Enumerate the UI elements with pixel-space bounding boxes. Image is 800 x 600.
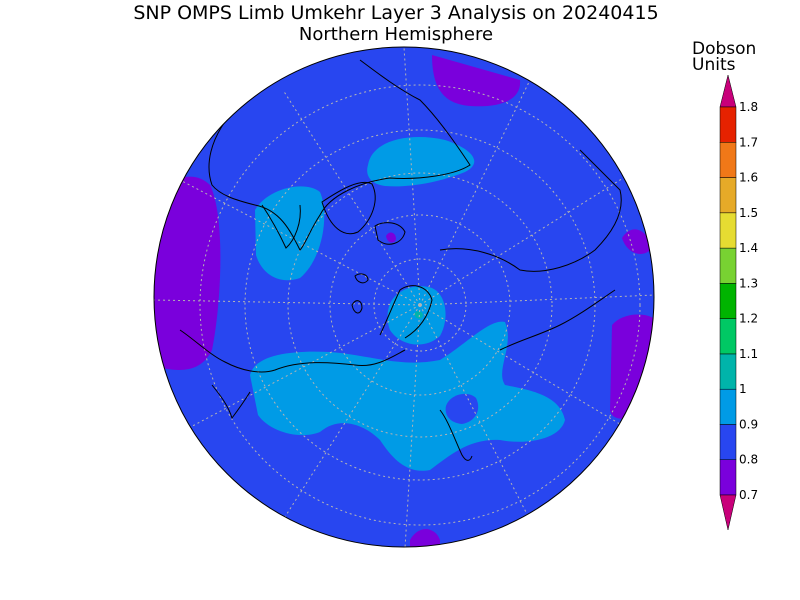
meridian-270 xyxy=(419,294,654,306)
colorbar-tick-label: 1.4 xyxy=(739,241,758,255)
meridian-240 xyxy=(419,304,631,431)
title-block: SNP OMPS Limb Umkehr Layer 3 Analysis on… xyxy=(0,2,800,46)
colorbar-under-triangle xyxy=(719,494,737,531)
units-label-line-1: Dobson xyxy=(692,39,757,59)
high-ozone-region-south xyxy=(250,321,565,471)
colorbar-tick-label: 1.6 xyxy=(739,171,758,185)
colorbar-cell xyxy=(719,247,737,284)
high-ozone-region-greenland xyxy=(255,186,325,281)
latitude-circle-40 xyxy=(199,84,641,526)
colorbar-tick-label: 0.9 xyxy=(739,417,758,431)
low-ozone-region-east-small xyxy=(622,229,652,254)
latitude-circle-60 xyxy=(287,172,553,438)
colorbar-tick-label: 1.1 xyxy=(739,347,758,361)
coastline-greenland xyxy=(321,182,376,234)
colorbar: 0.7 0.8 0.9 1 1.1 1.2 1.3 1.4 1.5 1.6 1.7 1.8 xyxy=(719,74,758,531)
colorbar-tick-label: 0.7 xyxy=(739,488,758,502)
coastline-alaska xyxy=(211,384,251,420)
latitude-circle-70 xyxy=(329,214,511,396)
map-disk xyxy=(153,46,655,548)
low-ozone-region-west xyxy=(154,176,221,370)
colorbar-cell xyxy=(719,283,737,319)
meridian-330 xyxy=(419,79,531,306)
meridian-210 xyxy=(419,304,531,521)
mid-ozone-hole-south xyxy=(445,393,479,424)
colorbar-cell xyxy=(719,177,737,214)
colorbar-units-label: Dobson Units xyxy=(692,39,782,75)
colorbar-cell xyxy=(719,353,737,390)
colorbar-cells xyxy=(719,106,737,496)
colorbar-cell xyxy=(719,318,737,355)
coastline-british-isles xyxy=(351,300,363,314)
units-label-line-2: Units xyxy=(692,55,736,75)
meridian-300 xyxy=(419,174,629,306)
coastline-asia xyxy=(439,149,622,272)
colorbar-cell xyxy=(719,142,737,178)
colorbar-tick-label: 0.8 xyxy=(739,453,758,467)
map-outline xyxy=(153,46,655,548)
colorbar-over-triangle xyxy=(719,74,737,108)
coastline-east-asia xyxy=(499,289,616,351)
elevated-ozone-spot-pole xyxy=(414,311,423,319)
meridian-120 xyxy=(184,304,421,431)
colorbar-tick-label: 1.8 xyxy=(739,100,758,114)
coastline-scandinavia xyxy=(379,285,433,339)
colorbar-cell xyxy=(719,459,737,496)
graticule xyxy=(154,47,654,547)
colorbar-cell xyxy=(719,424,737,460)
meridian-0 xyxy=(403,47,421,306)
low-ozone-region-bottom xyxy=(410,529,440,547)
coastline-europe xyxy=(179,329,406,373)
meridian-180 xyxy=(404,304,421,547)
latitude-circle-50 xyxy=(244,129,596,481)
colorbar-tick-label: 1.5 xyxy=(739,206,758,220)
coastline-hudson-bay xyxy=(261,204,301,249)
meridian-90 xyxy=(154,299,421,306)
map-title: SNP OMPS Limb Umkehr Layer 3 Analysis on… xyxy=(133,2,659,24)
low-ozone-region-top xyxy=(432,55,521,107)
colorbar-cell xyxy=(719,106,737,143)
coastline-canadian-archipelago xyxy=(374,222,406,245)
colorbar-tick-label: 1.7 xyxy=(739,135,758,149)
coastline-kamchatka xyxy=(439,409,473,461)
colorbar-cell xyxy=(719,388,737,425)
colorbar-tick-label: 1.3 xyxy=(739,276,758,290)
colorbar-tick-labels: 0.7 0.8 0.9 1 1.1 1.2 1.3 1.4 1.5 1.6 1.7 1.8 xyxy=(739,100,758,502)
map-subtitle: Northern Hemisphere xyxy=(298,24,494,45)
low-ozone-region-east xyxy=(610,314,654,419)
colorbar-tick-label: 1 xyxy=(739,382,747,396)
coastline-north-america xyxy=(208,59,471,251)
coastline-iceland xyxy=(354,273,369,284)
coastlines xyxy=(179,59,622,461)
ozone-field xyxy=(154,47,654,547)
meridian-60 xyxy=(179,179,421,306)
colorbar-tick-label: 1.2 xyxy=(739,312,758,326)
latitude-circle-80 xyxy=(373,258,467,352)
colorbar-cell xyxy=(719,212,737,249)
low-ozone-spot-arctic xyxy=(386,232,396,243)
